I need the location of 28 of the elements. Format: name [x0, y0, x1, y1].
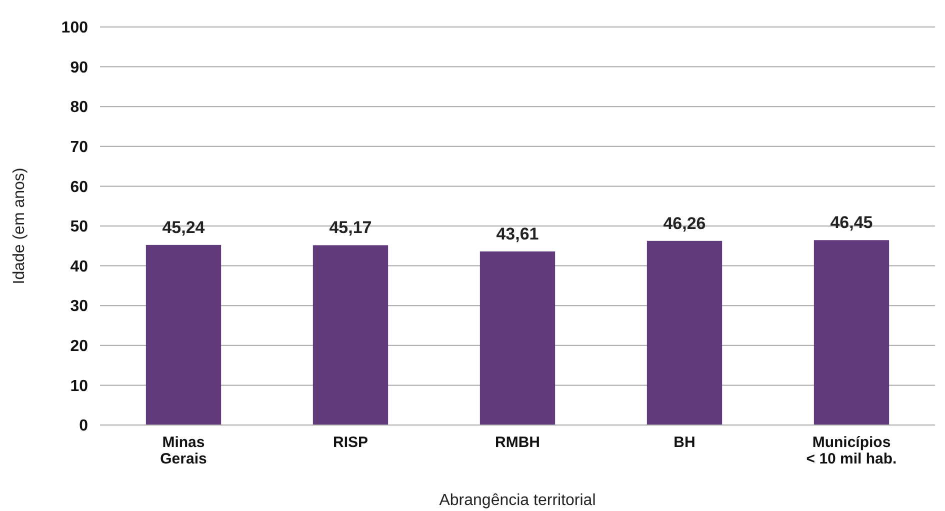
- y-axis-title: Idade (em anos): [11, 168, 28, 284]
- y-tick-label: 70: [70, 139, 88, 156]
- x-axis-title: Abrangência territorial: [439, 492, 596, 509]
- data-label: 43,61: [496, 224, 539, 244]
- bar: [480, 251, 556, 425]
- y-tick-label: 30: [70, 298, 88, 316]
- y-tick-label: 10: [70, 378, 88, 395]
- bar: [312, 245, 388, 425]
- y-tick-label: 40: [70, 258, 88, 276]
- data-label: 45,24: [162, 218, 206, 237]
- y-tick-label: 50: [70, 218, 88, 236]
- y-tick-label: 90: [70, 59, 88, 76]
- data-label: 46,45: [830, 213, 873, 232]
- x-tick-label: RISP: [332, 434, 368, 451]
- y-tick-label: 80: [70, 99, 88, 116]
- bar: [814, 240, 890, 425]
- y-tick-label: 100: [61, 20, 88, 37]
- x-tick-label: RMBH: [495, 434, 540, 451]
- x-tick-label: Municípios < 10 mil hab.: [806, 434, 897, 468]
- bar: [646, 240, 722, 425]
- x-tick-label: Minas Gerais: [160, 434, 207, 468]
- y-tick-label: 20: [70, 338, 88, 355]
- y-tick-label: 60: [70, 178, 88, 196]
- data-label: 46,26: [663, 214, 706, 233]
- data-label: 45,17: [329, 218, 372, 238]
- bar: [146, 244, 222, 425]
- y-tick-label: 0: [79, 418, 88, 435]
- x-tick-label: BH: [674, 434, 696, 451]
